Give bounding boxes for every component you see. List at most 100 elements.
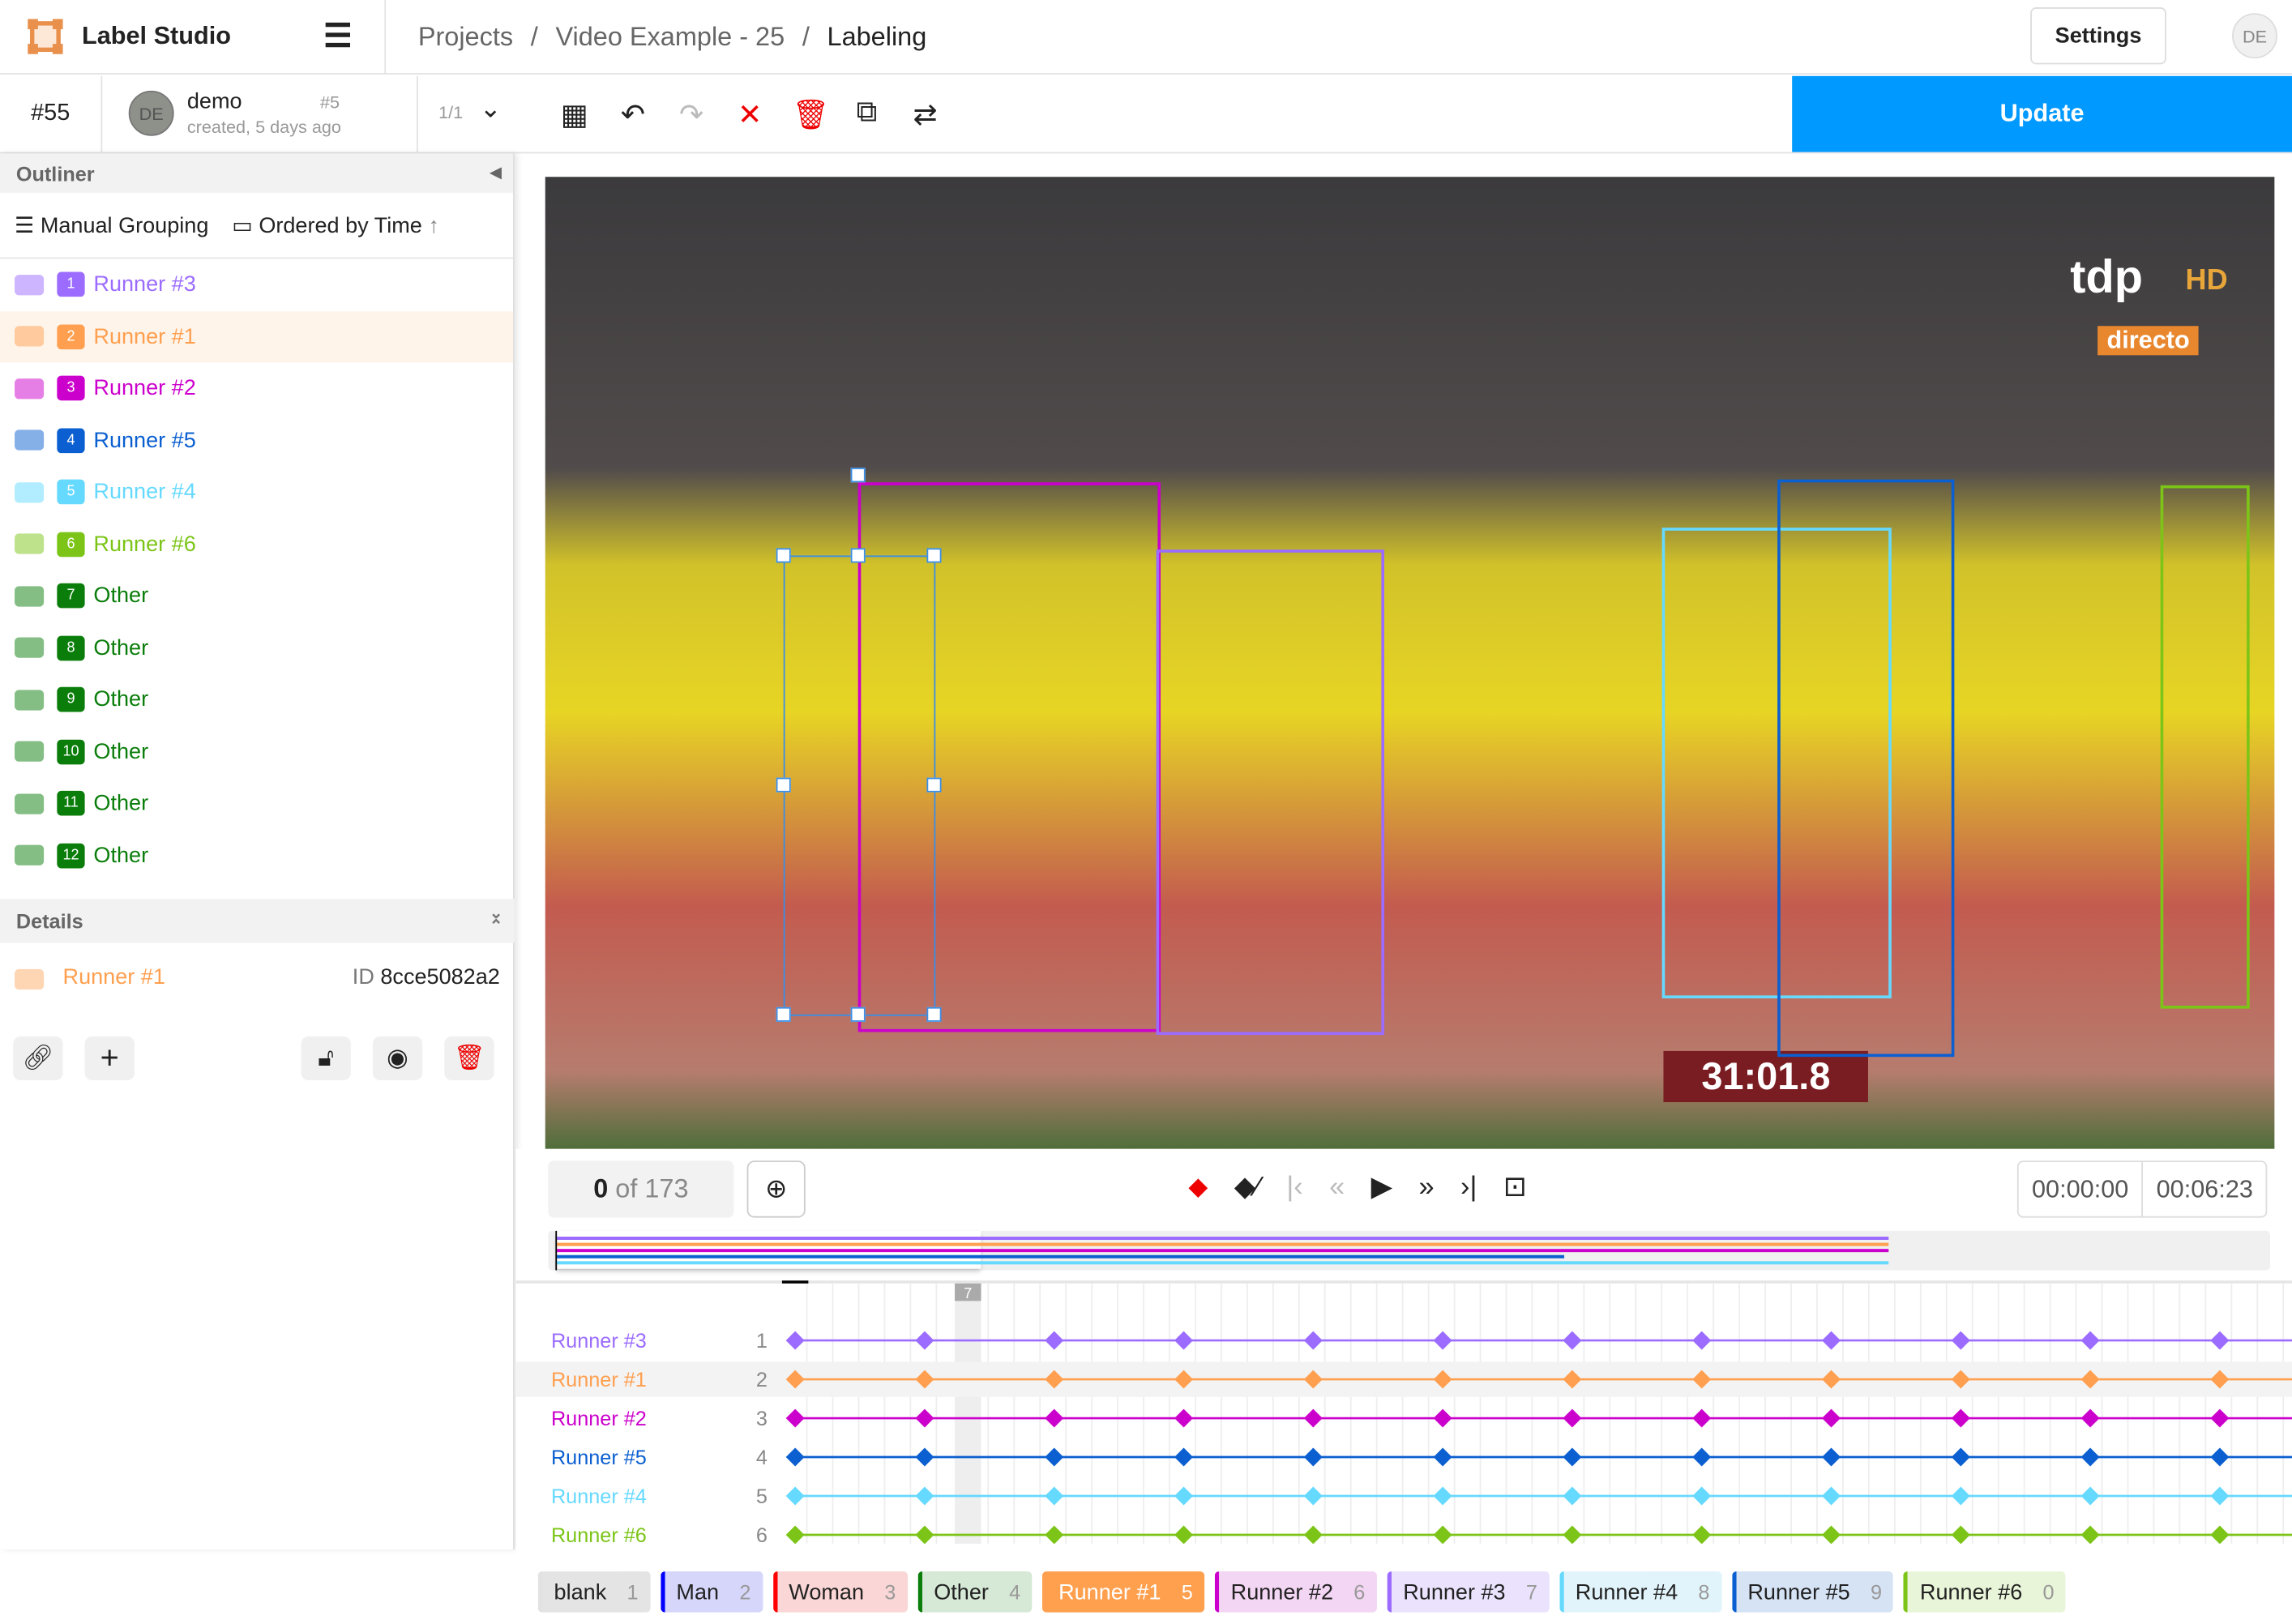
redo-icon[interactable]: ↷ xyxy=(678,99,704,132)
keyframe[interactable] xyxy=(2210,1408,2230,1428)
keyframe[interactable] xyxy=(1692,1486,1712,1506)
delete-icon[interactable]: 🗑︎ xyxy=(792,99,830,132)
keyframe[interactable] xyxy=(1174,1408,1194,1428)
keyframe[interactable] xyxy=(1951,1525,1970,1544)
keyframe[interactable] xyxy=(785,1486,805,1506)
rewind-icon[interactable]: « xyxy=(1329,1171,1345,1203)
annotation-selector[interactable]: DE demo #5 created, 5 days ago 1/1 ⌄ xyxy=(102,75,502,152)
keyframe[interactable] xyxy=(1951,1331,1970,1350)
keyframe[interactable] xyxy=(2210,1486,2230,1506)
keyframe[interactable] xyxy=(1174,1447,1194,1467)
keyframe[interactable] xyxy=(1433,1408,1452,1428)
collapse-icon[interactable]: ◀ xyxy=(490,165,502,182)
keyframe[interactable] xyxy=(2080,1331,2100,1350)
expand-collapse-icon[interactable]: ⌄ ⌃ xyxy=(489,904,503,936)
keyframe[interactable] xyxy=(1951,1408,1970,1428)
keyframe[interactable] xyxy=(1433,1331,1452,1350)
app-logo[interactable]: Label Studio ☰ xyxy=(0,0,387,75)
keyframe[interactable] xyxy=(1692,1408,1712,1428)
keyframe[interactable] xyxy=(1303,1331,1323,1350)
keyframe[interactable] xyxy=(1563,1331,1582,1350)
track-label[interactable]: Runner #1 xyxy=(551,1369,647,1391)
keyframe[interactable] xyxy=(2080,1525,2100,1544)
region-item[interactable]: 5 Runner #4 xyxy=(0,466,513,518)
keyframe[interactable] xyxy=(1563,1408,1582,1428)
label-chip[interactable]: Man 2 xyxy=(660,1571,763,1613)
region-item[interactable]: 1 Runner #3 xyxy=(0,259,513,310)
keyframe[interactable] xyxy=(1692,1331,1712,1350)
go-to-start-icon[interactable]: |‹ xyxy=(1286,1171,1303,1203)
breadcrumb-projects[interactable]: Projects xyxy=(417,21,514,51)
keyframe[interactable] xyxy=(1692,1447,1712,1467)
keyframe[interactable] xyxy=(2210,1447,2230,1467)
label-chip[interactable]: Runner #2 6 xyxy=(1214,1571,1377,1613)
region-item[interactable]: 8 Other xyxy=(0,622,513,674)
label-chip[interactable]: Other 4 xyxy=(917,1571,1033,1613)
keyframe[interactable] xyxy=(1303,1525,1323,1544)
settings-dropdown-icon[interactable]: ⊡ xyxy=(1503,1172,1527,1203)
keyframe[interactable] xyxy=(915,1486,934,1506)
reject-icon[interactable]: ✕ xyxy=(738,99,763,132)
keyframe[interactable] xyxy=(1303,1447,1323,1467)
breadcrumb-project[interactable]: Video Example - 25 xyxy=(555,21,785,51)
bbox-runner-6[interactable] xyxy=(2160,485,2250,1009)
keyframe[interactable] xyxy=(1563,1486,1582,1506)
region-item[interactable]: 2 Runner #1 xyxy=(0,310,514,363)
ordering-select[interactable]: ▭ Ordered by Time ↑ xyxy=(232,213,439,239)
keyframe[interactable] xyxy=(915,1525,934,1544)
visibility-button[interactable]: ◉ xyxy=(372,1036,423,1081)
resize-handle[interactable] xyxy=(926,777,942,793)
keyframe[interactable] xyxy=(1951,1447,1970,1467)
user-avatar[interactable]: DE xyxy=(2232,13,2277,59)
keyframe[interactable] xyxy=(915,1408,934,1428)
keyframe[interactable] xyxy=(1692,1525,1712,1544)
go-to-end-icon[interactable]: ›| xyxy=(1460,1171,1477,1203)
track-label[interactable]: Runner #2 xyxy=(551,1408,647,1430)
region-item[interactable]: 6 Runner #6 xyxy=(0,518,513,570)
track-label[interactable]: Runner #6 xyxy=(551,1524,647,1544)
track-label[interactable]: Runner #4 xyxy=(551,1485,647,1508)
keyframe[interactable] xyxy=(1433,1447,1452,1467)
keyframe[interactable] xyxy=(2080,1447,2100,1467)
rotate-handle[interactable] xyxy=(850,468,866,483)
keyframe[interactable] xyxy=(1045,1486,1064,1506)
region-item[interactable]: 7 Other xyxy=(0,570,513,622)
region-item[interactable]: 9 Other xyxy=(0,674,513,726)
resize-handle[interactable] xyxy=(776,777,791,793)
label-chip[interactable]: blank 1 xyxy=(537,1571,650,1613)
keyframe[interactable] xyxy=(1822,1486,1841,1506)
keyframe[interactable] xyxy=(2210,1525,2230,1544)
keyframe[interactable] xyxy=(1822,1408,1841,1428)
zoom-button[interactable]: ⊕ xyxy=(746,1160,806,1218)
region-item[interactable]: 11 Other xyxy=(0,778,513,830)
link-button[interactable]: 🔗︎ xyxy=(13,1036,63,1081)
chevron-down-icon[interactable]: ⌄ xyxy=(479,93,502,123)
keyframe[interactable] xyxy=(2080,1408,2100,1428)
keyframe[interactable] xyxy=(915,1370,934,1389)
keyframe[interactable] xyxy=(1174,1370,1194,1389)
keyframe[interactable] xyxy=(1822,1447,1841,1467)
delete-keyframe-icon[interactable]: ⬥ xyxy=(1188,1171,1208,1203)
keyframe[interactable] xyxy=(1174,1486,1194,1506)
timeline-tracks[interactable]: 7 Runner #3 1 Runner #1 2 Runner #2 3 Runner #5… xyxy=(515,1280,2292,1544)
settings-button[interactable]: Settings xyxy=(2030,7,2166,65)
keyframe[interactable] xyxy=(1045,1370,1064,1389)
label-chip[interactable]: Runner #6 0 xyxy=(1904,1571,2067,1613)
bbox-runner-1-selected[interactable] xyxy=(783,555,936,1016)
keyframe[interactable] xyxy=(915,1447,934,1467)
arrow-up-icon[interactable]: ↑ xyxy=(428,213,439,239)
toggle-interpolation-icon[interactable]: ◆⁄ xyxy=(1234,1172,1260,1203)
playhead[interactable] xyxy=(781,1280,809,1284)
region-item[interactable]: 12 Other xyxy=(0,830,513,882)
resize-handle[interactable] xyxy=(850,1006,866,1022)
update-button[interactable]: Update xyxy=(1792,75,2292,152)
keyframe[interactable] xyxy=(1045,1525,1064,1544)
keyframe[interactable] xyxy=(1822,1370,1841,1389)
resize-handle[interactable] xyxy=(776,548,791,563)
label-chip[interactable]: Runner #1 5 xyxy=(1042,1571,1205,1613)
resize-handle[interactable] xyxy=(850,548,866,563)
bbox-runner-4[interactable] xyxy=(1661,528,1892,998)
keyframe[interactable] xyxy=(2210,1331,2230,1350)
add-button[interactable]: + xyxy=(84,1036,135,1081)
resize-handle[interactable] xyxy=(926,548,942,563)
